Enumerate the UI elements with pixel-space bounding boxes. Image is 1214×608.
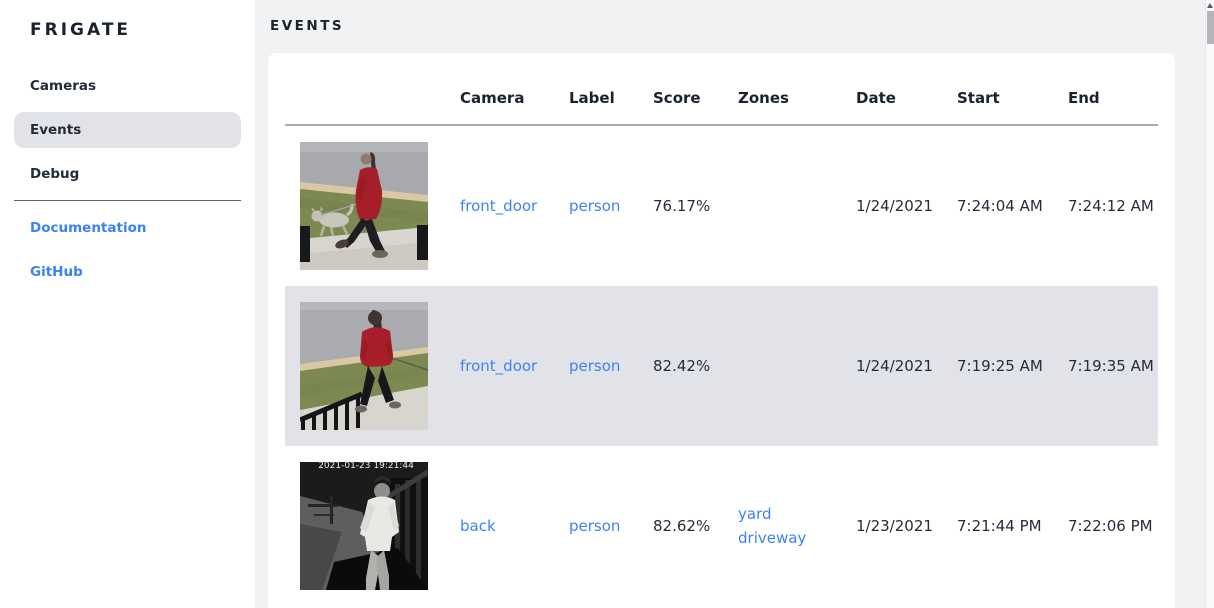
date-cell: 1/24/2021 xyxy=(856,357,933,375)
event-thumbnail[interactable]: 2021-01-23 19:21:44 xyxy=(300,462,428,590)
vertical-scrollbar[interactable] xyxy=(1205,0,1214,608)
table-row[interactable]: front_door person 76.17% 1/24/2021 7:24:… xyxy=(285,126,1158,286)
sidebar-item-label: Events xyxy=(30,122,82,138)
camera-cell: back xyxy=(445,517,554,535)
sidebar-item-label: Cameras xyxy=(30,78,97,94)
label-cell: person xyxy=(554,357,638,375)
column-header-camera: Camera xyxy=(460,88,525,107)
date-cell: 1/24/2021 xyxy=(856,197,933,215)
sidebar-item-cameras[interactable]: Cameras xyxy=(14,68,241,104)
camera-link[interactable]: front_door xyxy=(460,197,538,215)
start-cell: 7:21:44 PM xyxy=(957,517,1042,535)
thumbnail-timestamp-overlay: 2021-01-23 19:21:44 xyxy=(318,462,414,471)
label-link[interactable]: person xyxy=(569,197,621,215)
column-header-start: Start xyxy=(957,88,1000,107)
column-header-score: Score xyxy=(653,88,701,107)
column-header-date: Date xyxy=(856,88,896,107)
score-cell: 76.17% xyxy=(653,197,711,215)
end-cell: 7:24:12 AM xyxy=(1068,197,1154,215)
camera-cell: front_door xyxy=(445,357,554,375)
events-table-header: Camera Label Score Zones Date Start End xyxy=(285,53,1158,126)
label-cell: person xyxy=(554,517,638,535)
sidebar-link-label: Documentation xyxy=(30,220,147,236)
sidebar-link-documentation[interactable]: Documentation xyxy=(14,210,241,246)
start-cell: 7:19:25 AM xyxy=(957,357,1043,375)
thumbnail-cell xyxy=(285,302,445,430)
zone-link[interactable]: yard xyxy=(738,505,772,523)
scroll-up-arrow-icon[interactable] xyxy=(1207,3,1213,8)
app-logo: FRIGATE xyxy=(30,20,132,40)
sidebar-item-label: Debug xyxy=(30,166,80,182)
table-row[interactable]: front_door person 82.42% 1/24/2021 7:19:… xyxy=(285,286,1158,446)
sidebar-link-github[interactable]: GitHub xyxy=(14,254,241,290)
event-thumbnail[interactable] xyxy=(300,302,428,430)
start-cell: 7:24:04 AM xyxy=(957,197,1043,215)
camera-link[interactable]: back xyxy=(460,517,496,535)
date-cell: 1/23/2021 xyxy=(856,517,933,535)
camera-link[interactable]: front_door xyxy=(460,357,538,375)
thumbnail-cell xyxy=(285,142,445,270)
zone-link[interactable]: driveway xyxy=(738,529,807,547)
column-header-end: End xyxy=(1068,88,1100,107)
end-cell: 7:19:35 AM xyxy=(1068,357,1154,375)
event-thumbnail[interactable] xyxy=(300,142,428,270)
column-header-zones: Zones xyxy=(738,88,789,107)
sidebar: FRIGATE Cameras Events Debug Documentati… xyxy=(0,0,255,608)
camera-cell: front_door xyxy=(445,197,554,215)
zones-cell: yard driveway xyxy=(723,502,841,550)
page-title: EVENTS xyxy=(270,18,345,34)
score-cell: 82.62% xyxy=(653,517,711,535)
sidebar-item-events[interactable]: Events xyxy=(14,112,241,148)
label-link[interactable]: person xyxy=(569,517,621,535)
score-cell: 82.42% xyxy=(653,357,711,375)
sidebar-nav: Cameras Events Debug Documentation GitHu… xyxy=(14,68,241,290)
column-header-label: Label xyxy=(569,88,615,107)
thumbnail-cell: 2021-01-23 19:21:44 xyxy=(285,462,445,590)
events-card: Camera Label Score Zones Date Start End xyxy=(268,53,1175,608)
main-content: EVENTS Camera Label Score Zones Date Sta… xyxy=(255,0,1205,608)
scrollbar-thumb[interactable] xyxy=(1207,11,1214,44)
sidebar-divider xyxy=(14,200,241,201)
label-link[interactable]: person xyxy=(569,357,621,375)
table-row[interactable]: 2021-01-23 19:21:44 back person 82.62% y… xyxy=(285,446,1158,606)
sidebar-link-label: GitHub xyxy=(30,264,83,280)
label-cell: person xyxy=(554,197,638,215)
end-cell: 7:22:06 PM xyxy=(1068,517,1153,535)
column-header-thumbnail xyxy=(285,80,445,98)
sidebar-item-debug[interactable]: Debug xyxy=(14,156,241,192)
